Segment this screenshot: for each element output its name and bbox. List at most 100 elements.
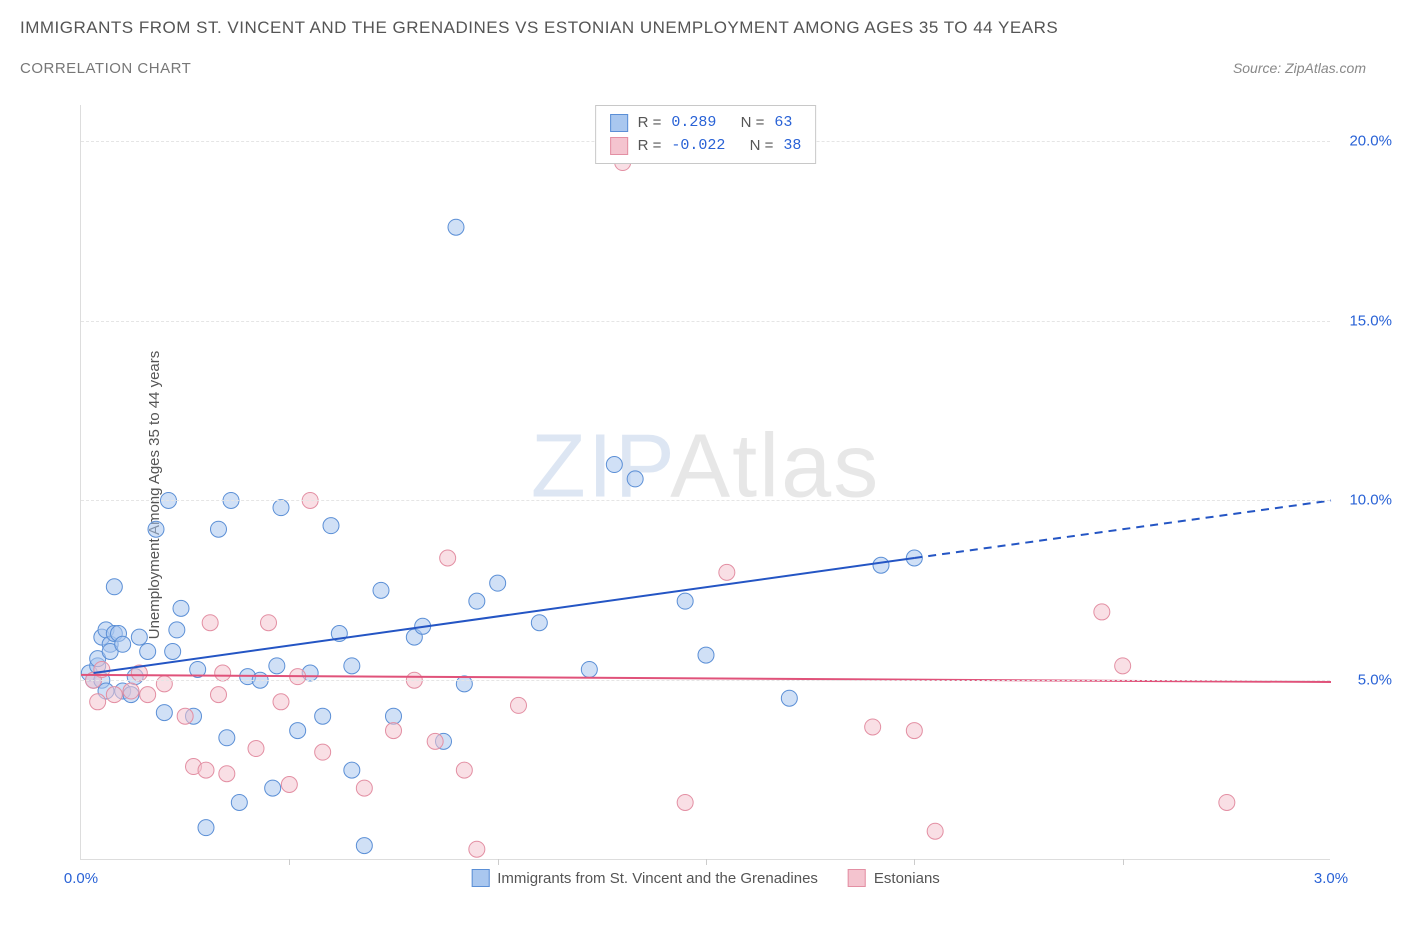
scatter-point: [456, 676, 472, 692]
scatter-point: [148, 521, 164, 537]
scatter-point: [906, 723, 922, 739]
swatch-series1: [610, 114, 628, 132]
y-tick-label: 5.0%: [1358, 672, 1392, 689]
correlation-chart: Unemployment Among Ages 35 to 44 years Z…: [20, 95, 1386, 895]
swatch-series2: [610, 137, 628, 155]
legend-swatch-series2: [848, 869, 866, 887]
scatter-point: [606, 457, 622, 473]
scatter-point: [169, 622, 185, 638]
scatter-point: [123, 683, 139, 699]
scatter-point: [627, 471, 643, 487]
x-tick-mark: [498, 859, 499, 865]
scatter-point: [248, 741, 264, 757]
scatter-point: [219, 730, 235, 746]
x-tick-mark: [706, 859, 707, 865]
scatter-point: [469, 841, 485, 857]
legend-item-series2: Estonians: [848, 869, 940, 887]
n-value-2: 38: [783, 135, 801, 158]
scatter-point: [511, 697, 527, 713]
scatter-point: [115, 636, 131, 652]
scatter-point: [281, 777, 297, 793]
scatter-point: [156, 705, 172, 721]
scatter-point: [315, 708, 331, 724]
scatter-point: [265, 780, 281, 796]
scatter-point: [273, 500, 289, 516]
scatter-point: [873, 557, 889, 573]
scatter-point: [90, 694, 106, 710]
scatter-svg: [81, 105, 1331, 860]
gridline: [81, 500, 1330, 501]
scatter-point: [106, 579, 122, 595]
x-tick-mark: [289, 859, 290, 865]
x-tick-mark: [914, 859, 915, 865]
scatter-point: [323, 518, 339, 534]
y-tick-label: 20.0%: [1349, 132, 1392, 149]
scatter-point: [1115, 658, 1131, 674]
n-value-1: 63: [774, 112, 792, 135]
scatter-point: [1094, 604, 1110, 620]
legend-swatch-series1: [471, 869, 489, 887]
scatter-point: [386, 708, 402, 724]
scatter-point: [219, 766, 235, 782]
scatter-point: [781, 690, 797, 706]
scatter-point: [386, 723, 402, 739]
scatter-point: [315, 744, 331, 760]
scatter-point: [106, 687, 122, 703]
scatter-point: [373, 582, 389, 598]
scatter-point: [356, 838, 372, 854]
r-label-1: R =: [638, 112, 662, 135]
scatter-point: [427, 733, 443, 749]
scatter-point: [1219, 794, 1235, 810]
scatter-point: [140, 687, 156, 703]
scatter-point: [211, 687, 227, 703]
n-label-1: N =: [741, 112, 765, 135]
bottom-legend: Immigrants from St. Vincent and the Gren…: [471, 869, 940, 887]
scatter-point: [456, 762, 472, 778]
scatter-point: [865, 719, 881, 735]
scatter-point: [531, 615, 547, 631]
scatter-point: [156, 676, 172, 692]
scatter-point: [927, 823, 943, 839]
scatter-point: [719, 564, 735, 580]
stats-row-series1: R = 0.289 N = 63: [610, 112, 802, 135]
scatter-point: [440, 550, 456, 566]
scatter-point: [131, 629, 147, 645]
scatter-point: [261, 615, 277, 631]
scatter-point: [677, 794, 693, 810]
scatter-point: [581, 661, 597, 677]
trend-line-extrapolated: [914, 500, 1331, 558]
scatter-point: [698, 647, 714, 663]
trend-line: [94, 558, 915, 673]
scatter-point: [448, 219, 464, 235]
r-value-1: 0.289: [671, 112, 716, 135]
scatter-point: [273, 694, 289, 710]
scatter-point: [211, 521, 227, 537]
gridline: [81, 321, 1330, 322]
scatter-point: [198, 820, 214, 836]
scatter-point: [677, 593, 693, 609]
scatter-point: [198, 762, 214, 778]
header-block: IMMIGRANTS FROM ST. VINCENT AND THE GREN…: [0, 0, 1406, 77]
r-value-2: -0.022: [671, 135, 725, 158]
x-tick-label: 3.0%: [1314, 870, 1348, 887]
x-tick-mark: [1123, 859, 1124, 865]
x-tick-label: 0.0%: [64, 870, 98, 887]
legend-label-series2: Estonians: [874, 870, 940, 887]
stats-row-series2: R = -0.022 N = 38: [610, 135, 802, 158]
legend-item-series1: Immigrants from St. Vincent and the Gren…: [471, 869, 818, 887]
y-tick-label: 10.0%: [1349, 492, 1392, 509]
scatter-point: [231, 794, 247, 810]
scatter-point: [290, 723, 306, 739]
scatter-point: [269, 658, 285, 674]
n-label-2: N =: [750, 135, 774, 158]
plot-area: ZIPAtlas R = 0.289 N = 63 R = -0.022 N =…: [80, 105, 1330, 860]
scatter-point: [165, 643, 181, 659]
scatter-point: [173, 600, 189, 616]
scatter-point: [490, 575, 506, 591]
gridline: [81, 680, 1330, 681]
stats-legend-box: R = 0.289 N = 63 R = -0.022 N = 38: [595, 105, 817, 164]
source-attribution: Source: ZipAtlas.com: [1233, 60, 1386, 76]
scatter-point: [140, 643, 156, 659]
scatter-point: [344, 658, 360, 674]
subtitle-row: CORRELATION CHART Source: ZipAtlas.com: [20, 60, 1386, 77]
